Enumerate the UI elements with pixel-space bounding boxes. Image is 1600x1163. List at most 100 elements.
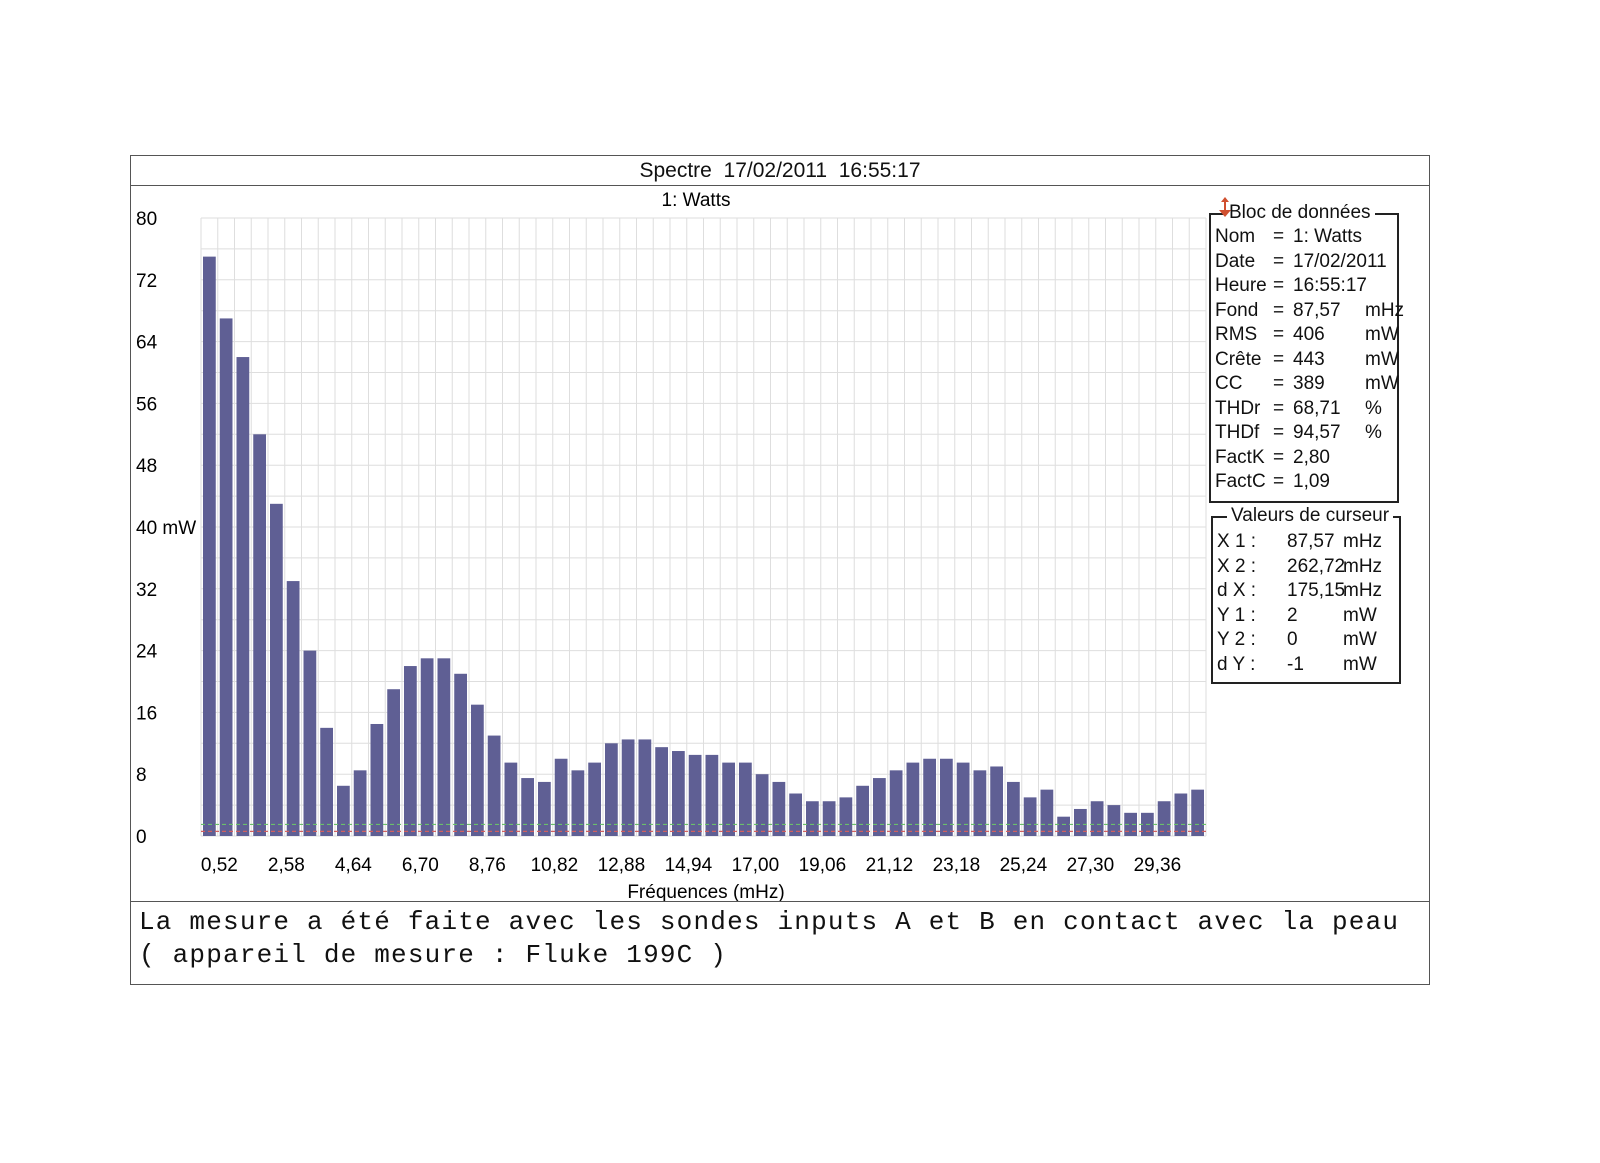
cursor-value: 175,15 (1287, 580, 1346, 601)
bar (1057, 816, 1070, 836)
bar (286, 581, 300, 836)
data-block-value: 406 (1293, 324, 1325, 345)
y-tick-label: 0 (136, 827, 147, 848)
cursor-block-title: Valeurs de curseur (1227, 504, 1394, 528)
x-tick-label: 14,94 (665, 855, 713, 876)
cursor-block-rows: X 1 :87,57 mHz X 2 :262,72 mHz d X :175,15 mH… (1217, 530, 1399, 677)
x-tick-label: 19,06 (799, 855, 847, 876)
data-block-rows: Nom = 1: Watts Date = 17/02/2011 Heure = 16:55:1… (1215, 225, 1404, 495)
bar (755, 774, 769, 836)
data-block-label: THDr (1215, 397, 1261, 419)
bar (1124, 812, 1137, 836)
bar (672, 751, 685, 836)
bar (270, 503, 283, 836)
x-tick-label: 29,36 (1134, 855, 1182, 876)
bar (1191, 789, 1204, 836)
data-block-eq: = (1273, 373, 1285, 394)
data-block-eq: = (1273, 226, 1285, 247)
data-block-label: Crête (1215, 348, 1262, 370)
data-block-value: 17/02/2011 (1293, 250, 1387, 272)
bar (538, 781, 551, 836)
bar (822, 801, 836, 836)
bar (688, 754, 702, 836)
cursor-label: Y 2 : (1217, 629, 1256, 650)
bar (337, 785, 350, 836)
bar (404, 666, 417, 836)
y-tick-label: 72 (136, 271, 157, 292)
x-tick-label: 2,58 (268, 855, 305, 876)
bar (889, 770, 903, 836)
data-block-label: Date (1215, 250, 1256, 272)
y-tick-label: 8 (136, 765, 147, 786)
data-block-row: FactC = 1,09 (1215, 470, 1397, 495)
bar (605, 743, 618, 836)
bar (203, 256, 216, 836)
bar (956, 762, 970, 836)
bar (856, 785, 869, 836)
y-tick-label: 40 mW (136, 518, 196, 539)
cursor-row: X 1 : 87,57 mHz (1217, 530, 1399, 555)
data-block-label: RMS (1215, 324, 1258, 345)
bar (236, 357, 250, 836)
bar (739, 762, 752, 836)
data-block-row: FactK = 2,80 (1215, 446, 1397, 471)
bar (387, 689, 400, 836)
data-block-eq: = (1273, 348, 1285, 370)
cursor-value: 262,72 (1287, 555, 1346, 577)
data-block-eq: = (1273, 324, 1285, 345)
cursor-unit: mW (1343, 604, 1377, 626)
cursor-label: X 2 : (1217, 555, 1257, 577)
chart-title: 1: Watts (662, 190, 731, 211)
data-block-unit: mHz (1365, 299, 1405, 321)
cursor-unit: mW (1343, 629, 1377, 650)
data-block-row: THDf = 94,57% (1215, 421, 1397, 446)
y-tick-label: 16 (136, 703, 157, 724)
data-block-row: Crête = 443 mW (1215, 348, 1399, 373)
y-tick-label: 56 (136, 394, 157, 415)
data-block-row: Fond = 87,57 mHz (1215, 299, 1404, 324)
y-tick-label: 48 (136, 456, 157, 477)
cursor-label: X 1 : (1217, 531, 1257, 552)
data-block-label: FactC (1215, 471, 1266, 492)
x-tick-label: 0,52 (201, 855, 238, 876)
bar (303, 650, 317, 836)
bar (588, 762, 601, 836)
data-block-eq: = (1273, 471, 1285, 492)
y-tick-label: 24 (136, 642, 158, 663)
bar (990, 766, 1003, 836)
data-block-row: Date = 17/02/2011 (1215, 250, 1397, 275)
x-axis-label: Fréquences (mHz) (627, 882, 784, 901)
x-tick-label: 4,64 (335, 855, 372, 876)
cursor-value: 87,57 (1287, 531, 1335, 552)
data-block-unit: mW (1365, 324, 1399, 345)
bar (253, 434, 266, 836)
x-tick-label: 12,88 (598, 855, 646, 876)
data-block-value: 389 (1293, 373, 1325, 394)
data-block-eq: = (1273, 250, 1285, 272)
bar (722, 762, 735, 836)
bar (789, 793, 802, 836)
cursor-row: X 2 : 262,72 mHz (1217, 555, 1399, 580)
bar (940, 758, 953, 836)
data-block-title: Bloc de données (1225, 201, 1375, 225)
title-date: 17/02/2011 (723, 159, 828, 182)
bar (1157, 801, 1171, 836)
bar (471, 704, 484, 836)
cursor-marker-icon[interactable] (1218, 196, 1232, 218)
bar (219, 318, 233, 836)
y-tick-label: 80 (136, 209, 157, 230)
bar (420, 658, 434, 836)
x-tick-label: 27,30 (1067, 855, 1115, 876)
bar (487, 735, 501, 836)
data-block-eq: = (1273, 446, 1285, 468)
bar (1074, 808, 1087, 836)
data-block-row: CC = 389 mW (1215, 372, 1399, 397)
y-tick-label: 64 (136, 333, 158, 354)
cursor-value: 2 (1287, 604, 1298, 626)
data-block-value: 443 (1293, 348, 1325, 370)
bar (370, 723, 384, 836)
cursor-label: Y 1 : (1217, 604, 1256, 626)
bar (923, 758, 936, 836)
data-block-value: 1,09 (1293, 471, 1330, 492)
bar (454, 673, 467, 836)
